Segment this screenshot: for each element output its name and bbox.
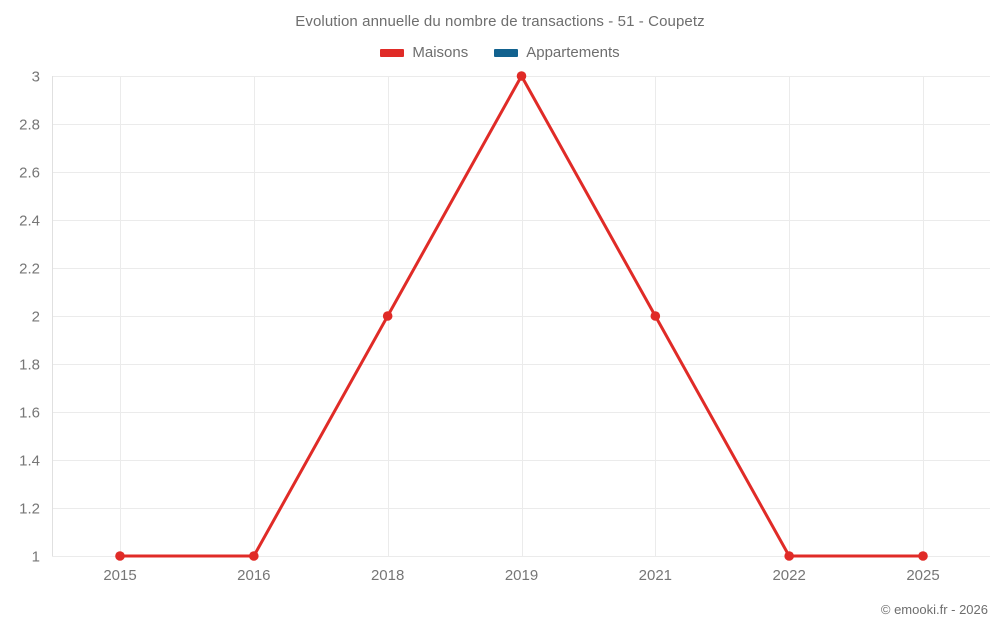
data-point-maisons[interactable] [650, 311, 661, 321]
gridlines-horizontal [52, 76, 990, 557]
x-tick-label: 2025 [906, 567, 939, 584]
y-tick-label: 1.2 [19, 501, 40, 518]
legend-item-maisons[interactable]: Maisons [380, 44, 468, 61]
y-tick-label: 1.6 [19, 405, 40, 422]
y-tick-label: 1.4 [19, 453, 40, 470]
data-point-maisons[interactable] [249, 551, 259, 561]
x-tick-label: 2015 [103, 567, 136, 584]
series-maisons [115, 71, 928, 561]
x-tick-label: 2022 [772, 567, 805, 584]
y-tick-label: 2.4 [19, 213, 40, 230]
x-tick-label: 2018 [371, 567, 404, 584]
chart-legend: Maisons Appartements [0, 44, 1000, 61]
data-point-maisons[interactable] [918, 551, 928, 561]
gridlines-vertical [52, 76, 924, 556]
y-tick-label: 1.8 [19, 357, 40, 374]
x-tick-label: 2019 [505, 567, 538, 584]
legend-label-appartements: Appartements [526, 44, 620, 61]
data-point-maisons[interactable] [115, 551, 125, 561]
legend-label-maisons: Maisons [412, 44, 469, 61]
data-point-maisons[interactable] [516, 71, 527, 81]
y-tick-label: 3 [32, 69, 40, 86]
data-point-maisons[interactable] [784, 551, 794, 561]
x-tick-label: 2021 [639, 567, 672, 584]
y-tick-label: 1 [32, 549, 40, 566]
data-point-maisons[interactable] [382, 311, 393, 321]
footer-credit: © emooki.fr - 2026 [880, 602, 988, 617]
chart-title: Evolution annuelle du nombre de transact… [295, 13, 705, 30]
legend-swatch-maisons [380, 48, 405, 57]
legend-swatch-appartements [494, 48, 519, 57]
y-tick-label: 2.6 [19, 165, 40, 182]
y-tick-label: 2.2 [19, 261, 40, 278]
x-axis-ticks: 2015 2016 2018 2019 2021 2022 2025 [103, 567, 939, 584]
legend-item-appartements[interactable]: Appartements [494, 44, 620, 61]
x-tick-label: 2016 [237, 567, 270, 584]
y-tick-label: 2 [32, 309, 40, 326]
y-tick-label: 2.8 [19, 117, 40, 134]
y-axis-ticks: 1 1.2 1.4 1.6 1.8 2 2.2 2.4 2.6 2.8 3 [19, 69, 40, 566]
